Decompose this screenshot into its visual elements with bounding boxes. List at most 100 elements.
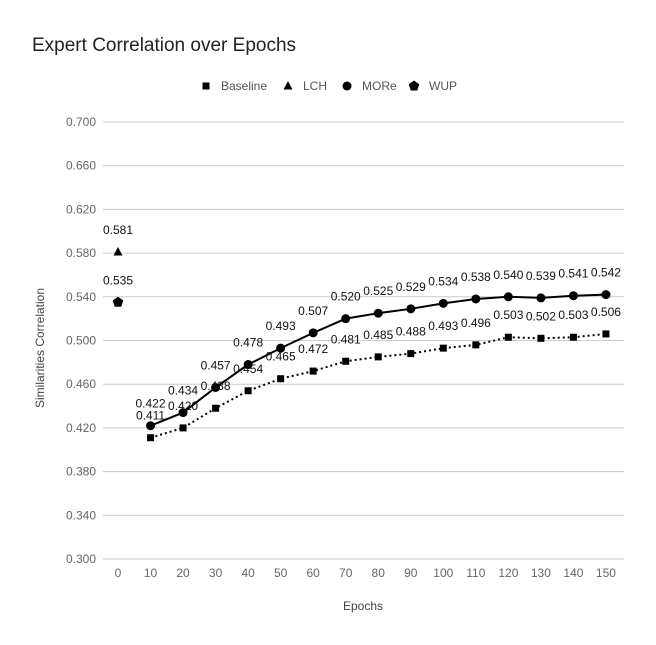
data-point-more	[503, 292, 513, 302]
data-point-baseline	[504, 333, 512, 341]
data-point-lch	[113, 247, 123, 256]
data-label-more: 0.534	[428, 274, 458, 288]
y-axis-label: Similarities Correlation	[33, 288, 47, 408]
data-point-more	[243, 360, 253, 370]
x-tick-label: 140	[563, 566, 583, 580]
data-label-baseline: 0.454	[233, 362, 263, 376]
x-tick-label: 70	[339, 566, 353, 580]
data-point-more	[373, 308, 383, 318]
x-tick-label: 100	[433, 566, 453, 580]
y-tick-label: 0.340	[66, 508, 96, 522]
data-label-baseline: 0.485	[363, 328, 393, 342]
data-point-more	[178, 408, 188, 418]
data-label-baseline: 0.481	[331, 332, 361, 346]
data-label-more: 0.520	[331, 290, 361, 304]
y-tick-label: 0.460	[66, 377, 96, 391]
data-label-lch: 0.581	[103, 223, 133, 237]
data-point-baseline	[309, 367, 317, 375]
data-points	[112, 247, 611, 442]
y-tick-label: 0.540	[66, 290, 96, 304]
x-tick-label: 40	[241, 566, 255, 580]
x-tick-label: 50	[274, 566, 288, 580]
data-point-baseline	[277, 375, 285, 383]
x-axis-ticks: 0 10 20 30 40 50 60 70 80 90 100 110 120 130 140 150	[115, 566, 617, 580]
y-tick-label: 0.300	[66, 552, 96, 566]
x-tick-label: 60	[307, 566, 321, 580]
y-tick-label: 0.700	[66, 115, 96, 129]
data-label-more: 0.457	[201, 358, 231, 372]
y-tick-label: 0.420	[66, 421, 96, 435]
y-tick-label: 0.620	[66, 202, 96, 216]
data-label-more: 0.539	[526, 269, 556, 283]
y-tick-label: 0.380	[66, 465, 96, 479]
x-axis-label: Epochs	[343, 599, 383, 613]
data-point-baseline	[342, 357, 350, 365]
data-label-baseline: 0.503	[493, 308, 523, 322]
y-tick-label: 0.500	[66, 334, 96, 348]
gridlines	[103, 121, 624, 560]
data-point-more	[406, 304, 416, 314]
data-label-more: 0.529	[396, 280, 426, 294]
data-label-more: 0.493	[266, 319, 296, 333]
data-point-more	[536, 293, 546, 303]
data-point-wup	[112, 296, 124, 307]
data-point-more	[568, 291, 578, 301]
data-point-baseline	[569, 333, 577, 341]
data-label-baseline: 0.411	[136, 409, 165, 423]
legend-label-wup: WUP	[429, 79, 457, 93]
data-point-more	[276, 343, 286, 353]
data-point-baseline	[439, 344, 447, 352]
data-label-baseline: 0.472	[298, 342, 328, 356]
data-label-baseline: 0.506	[591, 305, 621, 319]
data-point-more	[471, 294, 481, 304]
x-tick-label: 10	[144, 566, 158, 580]
x-tick-label: 120	[498, 566, 518, 580]
data-label-more: 0.507	[298, 304, 328, 318]
data-point-baseline	[147, 434, 155, 442]
data-point-baseline	[602, 330, 610, 338]
data-label-more: 0.434	[168, 384, 198, 398]
legend-marker-baseline	[202, 82, 210, 90]
legend-marker-more	[342, 81, 352, 91]
data-point-more	[601, 290, 611, 300]
y-tick-label: 0.580	[66, 246, 96, 260]
legend-label-baseline: Baseline	[221, 79, 267, 93]
data-point-baseline	[212, 404, 220, 412]
legend-label-lch: LCH	[303, 79, 327, 93]
y-axis-ticks: 0.300 0.340 0.380 0.420 0.460 0.500 0.540 0.580…	[66, 115, 96, 566]
data-point-more	[308, 328, 318, 338]
data-label-baseline: 0.465	[266, 350, 296, 364]
legend-marker-wup	[408, 80, 420, 91]
legend: Baseline LCH MORe WUP	[202, 79, 457, 93]
x-tick-label: 80	[372, 566, 386, 580]
data-label-baseline: 0.503	[558, 308, 588, 322]
x-tick-label: 20	[176, 566, 190, 580]
data-label-more: 0.541	[558, 267, 588, 281]
data-label-baseline: 0.496	[461, 316, 491, 330]
data-point-more	[438, 298, 448, 308]
data-point-baseline	[537, 334, 545, 342]
data-label-more: 0.538	[461, 270, 491, 284]
data-point-baseline	[374, 353, 382, 361]
data-point-baseline	[407, 350, 415, 358]
chart-title: Expert Correlation over Epochs	[32, 35, 296, 56]
legend-marker-lch	[283, 81, 293, 90]
data-point-more	[211, 382, 221, 392]
x-tick-label: 0	[115, 566, 122, 580]
x-tick-label: 130	[531, 566, 551, 580]
x-tick-label: 110	[466, 566, 485, 580]
data-label-more: 0.478	[233, 336, 263, 350]
data-point-more	[146, 421, 156, 431]
data-point-baseline	[244, 387, 252, 395]
data-label-baseline: 0.488	[396, 325, 426, 339]
x-tick-label: 150	[596, 566, 616, 580]
data-label-more: 0.525	[363, 284, 393, 298]
data-label-more: 0.422	[136, 397, 166, 411]
y-tick-label: 0.660	[66, 159, 96, 173]
data-point-baseline	[472, 341, 480, 349]
data-label-more: 0.542	[591, 266, 621, 280]
data-label-more: 0.540	[493, 268, 523, 282]
x-tick-label: 90	[404, 566, 418, 580]
